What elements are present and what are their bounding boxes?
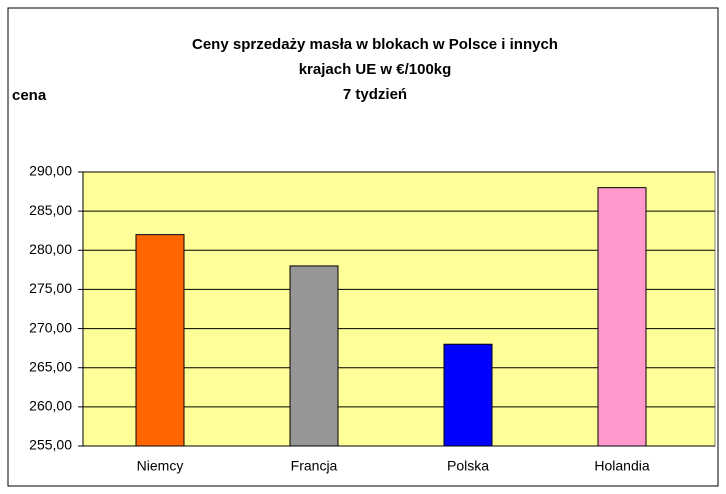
x-tick-label: Polska <box>447 458 489 474</box>
y-tick-label: 255,00 <box>29 437 72 453</box>
chart-title: Ceny sprzedaży masła w blokach w Polsce … <box>192 36 558 53</box>
bar <box>443 343 493 447</box>
y-axis-label: cena <box>12 87 47 104</box>
y-tick-label: 265,00 <box>29 358 72 374</box>
y-tick-label: 260,00 <box>29 398 72 414</box>
y-tick-label: 280,00 <box>29 241 72 257</box>
x-tick-label: Niemcy <box>137 458 184 474</box>
bar <box>289 265 339 447</box>
x-tick-label: Holandia <box>594 458 649 474</box>
y-tick-label: 270,00 <box>29 319 72 335</box>
y-tick-label: 275,00 <box>29 280 72 296</box>
y-tick-label: 285,00 <box>29 202 72 218</box>
x-tick-label: Francja <box>291 458 338 474</box>
bar <box>597 187 647 447</box>
y-tick-label: 290,00 <box>29 163 72 179</box>
chart-title: krajach UE w €/100kg <box>299 61 452 78</box>
bar <box>135 234 185 447</box>
chart-title: 7 tydzień <box>343 86 407 103</box>
